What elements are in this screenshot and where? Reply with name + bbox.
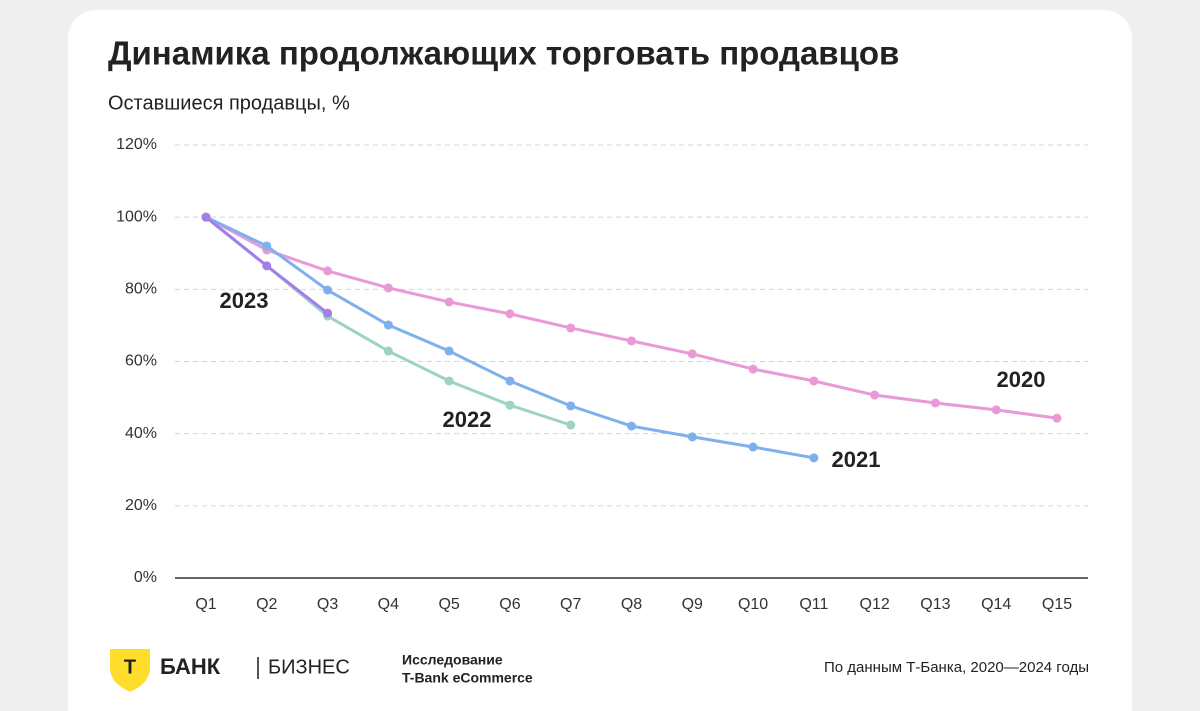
y-tick-label: 20% [125,497,157,514]
data-point [566,401,576,411]
x-tick-label: Q5 [438,596,459,613]
x-tick-label: Q8 [621,596,642,613]
chart-title: Динамика продолжающих торговать продавцо… [108,35,899,72]
y-tick-label: 0% [134,569,157,586]
series-label: 2020 [997,367,1046,392]
data-point [505,400,515,410]
data-point [809,376,819,386]
series-label: 2021 [832,447,881,472]
logo: Т БАНК БИЗНЕС [110,649,350,692]
data-point [505,376,515,386]
data-point [870,390,880,400]
data-point [323,285,333,295]
data-point [687,349,697,359]
data-point [748,364,758,374]
logo-letter: Т [124,656,136,678]
data-point [383,283,393,293]
x-tick-label: Q6 [499,596,520,613]
logo-shield [110,649,150,692]
x-tick-label: Q12 [860,596,890,613]
data-point [383,320,393,330]
x-tick-label: Q14 [981,596,1011,613]
x-tick-label: Q7 [560,596,581,613]
data-point [262,241,272,251]
series-label: 2022 [443,407,492,432]
data-point [566,323,576,333]
x-tick-label: Q2 [256,596,277,613]
brand: БАНК [160,654,221,679]
series-label: 2023 [220,288,269,313]
brand-suffix: БИЗНЕС [268,656,350,678]
data-point [687,432,697,442]
x-tick-label: Q11 [799,596,828,613]
data-point [323,308,333,318]
x-tick-label: Q13 [920,596,950,613]
data-point [444,376,454,386]
y-tick-label: 40% [125,425,157,442]
chart-subtitle: Оставшиеся продавцы, % [108,92,350,114]
x-tick-label: Q9 [682,596,703,613]
data-point [323,266,333,276]
data-point [444,297,454,307]
data-point [566,420,576,430]
y-tick-label: 120% [116,136,157,153]
x-tick-label: Q3 [317,596,338,613]
data-point [809,453,819,463]
data-point [262,261,272,271]
x-tick-label: Q10 [738,596,768,613]
x-tick-label: Q4 [378,596,399,613]
data-point [748,442,758,452]
study-line2: T-Bank eCommerce [402,670,533,686]
card [68,10,1132,711]
data-point [627,336,636,346]
source-note: По данным Т-Банка, 2020—2024 годы [824,659,1089,676]
data-point [991,405,1001,415]
data-point [201,212,211,222]
x-tick-label: Q1 [195,596,216,613]
data-point [383,346,393,356]
data-point [930,398,940,408]
study-line1: Исследование [402,652,503,668]
data-point [627,421,636,431]
data-point [505,309,515,319]
data-point [444,346,454,356]
y-tick-label: 60% [125,353,157,370]
data-point [1052,413,1062,423]
y-tick-label: 100% [116,208,157,225]
y-tick-label: 80% [125,281,157,298]
x-tick-label: Q15 [1042,596,1072,613]
